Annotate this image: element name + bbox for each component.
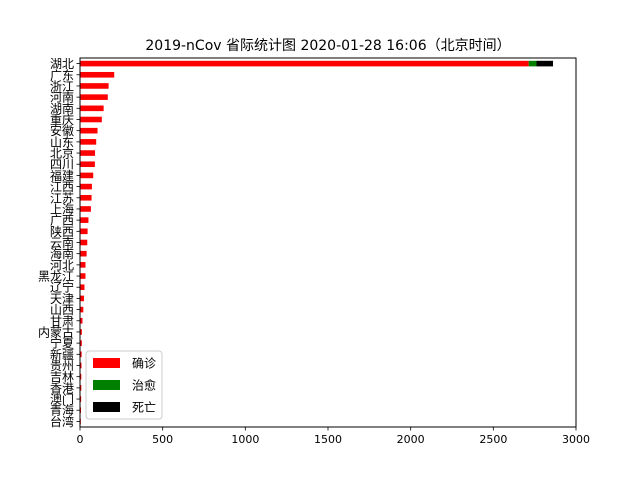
y-tick-label: 澳门 [50,392,74,407]
bar-确诊-福建 [80,172,94,179]
x-tick-label: 3000 [562,433,590,446]
x-tick-label: 1500 [314,433,342,446]
y-tick-label: 陕西 [50,224,74,239]
y-tick-label: 河北 [50,258,74,272]
legend-swatch-确诊 [93,358,120,368]
y-tick-label: 上海 [50,201,74,216]
bar-确诊-湖南 [80,105,104,112]
bar-确诊-贵州 [80,362,82,369]
legend-label-死亡: 死亡 [132,401,156,415]
y-tick-label: 香港 [50,381,74,395]
plot-frame [79,57,577,428]
chart-title: 2019-nCov 省际统计图 2020-01-28 16:06（北京时间） [145,38,510,54]
bar-确诊-香港 [80,385,82,391]
bar-确诊-陕西 [80,228,88,235]
bar-确诊-广西 [80,217,89,223]
bar-确诊-上海 [80,206,91,212]
bar-确诊-安徽 [80,127,98,134]
y-tick-label: 广西 [50,214,74,228]
x-axis-ticks: 0 500 1000 1500 2000 2500 3000 [77,427,590,446]
y-tick-label: 湖北 [50,56,74,71]
y-tick-label: 新疆 [50,347,74,362]
bar-确诊-江西 [80,183,92,190]
y-tick-label: 辽宁 [50,280,74,295]
bar-确诊-云南 [80,239,88,246]
bar-确诊-海南 [80,250,87,257]
y-tick-label: 青海 [50,403,74,418]
bar-确诊-黑龙江 [80,273,86,279]
y-tick-label: 贵州 [50,359,74,373]
bar-确诊-山西 [80,306,84,313]
y-tick-label: 内蒙古 [38,324,74,339]
y-tick-label: 福建 [50,168,74,183]
y-tick-label: 浙江 [50,79,74,93]
y-tick-label: 宁夏 [50,336,74,351]
bar-确诊-河南 [80,94,108,100]
y-tick-label: 重庆 [50,113,74,127]
y-tick-label: 江苏 [50,191,74,205]
x-tick-label: 2000 [397,433,425,446]
bar-确诊-甘肃 [80,317,83,324]
legend-label-治愈: 治愈 [132,378,156,393]
bar-确诊-新疆 [80,351,82,358]
y-tick-label: 四川 [50,158,74,172]
bar-死亡-湖北 [536,60,554,67]
y-tick-label: 云南 [50,235,74,250]
x-tick-label: 2500 [479,433,507,446]
bar-确诊-重庆 [80,116,102,123]
bar-确诊-内蒙古 [80,329,82,335]
bar-确诊-辽宁 [80,284,85,291]
y-tick-label: 天津 [50,292,74,306]
legend-swatch-治愈 [93,380,120,390]
y-tick-label: 北京 [50,147,74,161]
legend-swatch-死亡 [93,402,120,412]
bar-确诊-广东 [80,71,115,78]
x-tick-label: 500 [152,433,173,446]
y-tick-label: 江西 [50,180,74,194]
y-tick-label: 安徽 [50,123,74,138]
bar-确诊-河北 [80,262,86,268]
y-tick-label: 台湾 [50,414,74,429]
y-tick-label: 甘肃 [50,314,74,328]
x-tick-label: 0 [77,433,84,446]
y-tick-label: 海南 [50,246,74,261]
legend-label-确诊: 确诊 [132,357,156,371]
y-tick-label: 河南 [50,90,74,105]
bar-确诊-山东 [80,139,97,145]
y-tick-label: 山东 [50,135,74,149]
bar-确诊-浙江 [80,83,109,89]
bar-确诊-江苏 [80,194,92,201]
bar-确诊-四川 [80,161,95,168]
x-tick-label: 1000 [231,433,259,446]
bar-确诊-吉林 [80,373,82,380]
y-tick-label: 山西 [50,303,74,317]
y-axis-ticks: 湖北广东浙江河南湖南重庆安徽山东北京四川福建江西江苏上海广西陕西云南海南河北黑龙… [38,56,80,429]
bar-确诊-澳门 [80,396,82,402]
y-tick-label: 湖南 [50,101,74,116]
y-tick-label: 黑龙江 [38,270,74,284]
bar-确诊-湖北 [80,60,529,67]
bar-确诊-北京 [80,150,96,156]
bar-治愈-湖北 [528,60,537,67]
y-tick-label: 吉林 [50,370,74,384]
bar-确诊-天津 [80,295,84,302]
y-tick-label: 广东 [50,68,74,82]
bar-确诊-宁夏 [80,340,82,346]
